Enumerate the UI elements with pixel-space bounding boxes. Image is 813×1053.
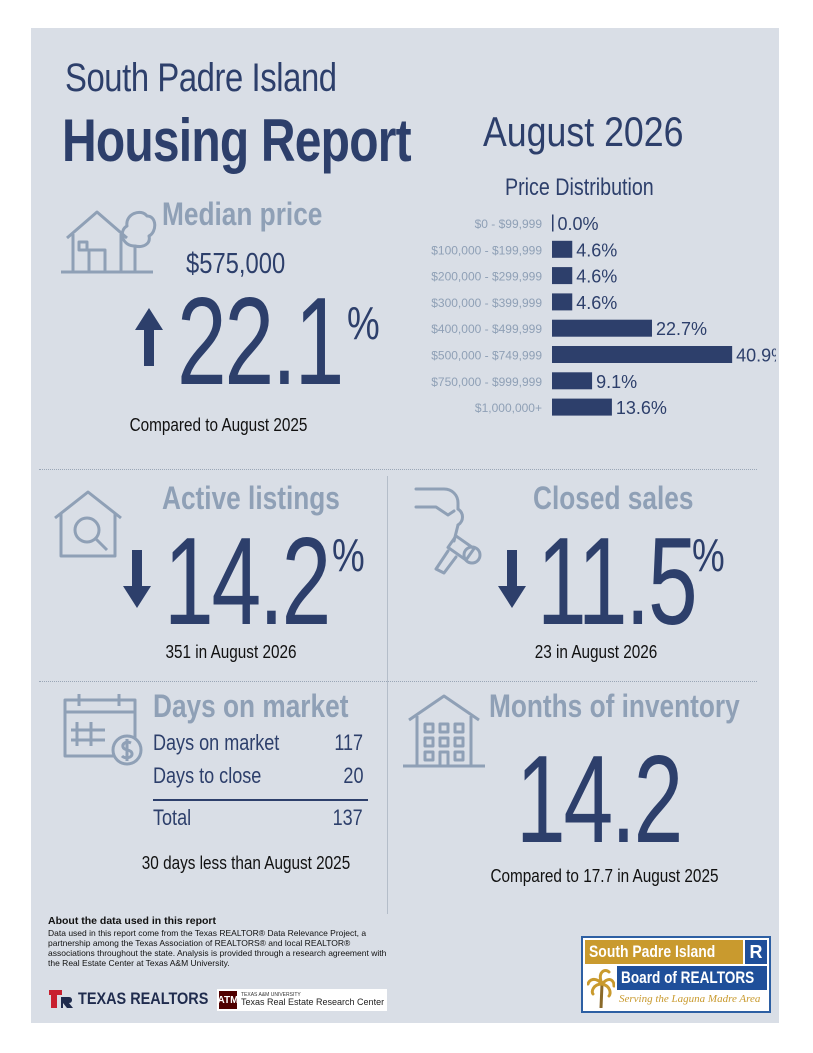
value-label: 9.1% — [596, 372, 637, 392]
divider-vertical — [387, 476, 388, 914]
texas-realtors-mark-icon — [49, 990, 73, 1008]
value-label: 4.6% — [576, 240, 617, 260]
value-label: 0.0% — [558, 214, 599, 234]
realtor-r-icon: R — [745, 940, 767, 964]
dom-total-row: Total 137 — [153, 805, 363, 831]
active-listings-change: 14.2 — [164, 513, 331, 651]
dom-row-value: 20 — [342, 763, 363, 788]
median-price-percent: % — [347, 297, 380, 349]
category-label: $200,000 - $299,999 — [431, 270, 542, 284]
dom-row-label: Days to close — [153, 763, 262, 788]
closed-sales-change: 11.5 — [537, 513, 698, 651]
category-label: $500,000 - $749,999 — [431, 349, 542, 363]
tamu-text: TEXAS A&M UNIVERSITY Texas Real Estate R… — [241, 993, 384, 1007]
bar — [552, 346, 733, 363]
closed-sales-percent: % — [692, 529, 725, 581]
closed-sales-caption: 23 in August 2026 — [534, 642, 658, 662]
value-label: 13.6% — [616, 398, 667, 418]
bar — [552, 293, 573, 311]
dom-row: Days to close 20 — [153, 763, 363, 789]
category-label: $750,000 - $999,999 — [431, 375, 542, 389]
category-label: $0 - $99,999 — [475, 217, 543, 231]
texas-realtors-logo: TEXAS REALTORS — [48, 989, 231, 1009]
price-distribution-chart: $0 - $99,999 0.0% $100,000 - $199,999 4.6% $… — [431, 214, 776, 418]
median-price-change: 22.1 — [177, 273, 344, 411]
tamu-logo: ATM TEXAS A&M UNIVERSITY Texas Real Esta… — [217, 989, 387, 1011]
closed-sales-heading: Closed sales — [533, 480, 694, 516]
home-search-icon — [54, 490, 122, 558]
dom-total-label: Total — [153, 805, 192, 830]
days-on-market-caption: 30 days less than August 2025 — [141, 853, 351, 873]
report-panel: South Padre Island Housing Report August… — [31, 28, 779, 1023]
category-label: $400,000 - $499,999 — [431, 322, 542, 336]
house-tree-icon — [61, 210, 157, 274]
board-line1: South Padre Island — [585, 940, 743, 964]
active-listings-caption: 351 in August 2026 — [165, 642, 297, 662]
palm-tree-icon — [587, 969, 615, 1009]
active-listings-heading: Active listings — [162, 480, 340, 516]
days-on-market-heading: Days on market — [153, 688, 349, 724]
tamu-mark-icon: ATM — [218, 991, 238, 1009]
category-label: $300,000 - $399,999 — [431, 296, 542, 310]
median-price-caption: Compared to August 2025 — [129, 415, 308, 435]
divider-lower — [39, 681, 757, 682]
texas-realtors-text: TEXAS REALTORS — [78, 989, 209, 1008]
median-price-value: $575,000 — [186, 248, 286, 280]
location-title: South Padre Island — [65, 56, 337, 100]
report-title: Housing Report — [62, 107, 412, 174]
value-label: 40.9% — [736, 346, 776, 366]
dom-total-value: 137 — [332, 805, 363, 830]
months-inventory-caption: Compared to 17.7 in August 2025 — [490, 866, 719, 886]
dom-total-rule — [153, 799, 368, 801]
arrow-down-icon — [498, 550, 526, 608]
value-label: 4.6% — [576, 267, 617, 287]
bar — [552, 214, 554, 232]
bar — [552, 372, 593, 390]
apartment-building-icon — [403, 694, 485, 768]
board-tagline: Serving the Laguna Madre Area — [619, 993, 761, 1005]
value-label: 4.6% — [576, 293, 617, 313]
report-period: August 2026 — [483, 108, 684, 155]
board-line2: Board of REALTORS — [617, 966, 767, 990]
board-of-realtors-logo: South Padre Island R Board of REALTORS S… — [581, 936, 771, 1013]
active-listings-percent: % — [332, 529, 365, 581]
hand-key-icon — [414, 487, 482, 575]
calendar-money-icon — [63, 694, 143, 766]
category-label: $1,000,000+ — [475, 401, 542, 415]
median-price-heading: Median price — [162, 196, 323, 232]
months-inventory-heading: Months of inventory — [489, 688, 740, 724]
tamu-name: Texas Real Estate Research Center — [241, 997, 385, 1007]
dom-row-label: Days on market — [153, 730, 280, 755]
divider-upper — [39, 469, 757, 470]
about-text: Data used in this report come from the T… — [48, 928, 387, 968]
category-label: $100,000 - $199,999 — [431, 243, 542, 257]
months-inventory-value: 14.2 — [516, 731, 683, 869]
about-heading: About the data used in this report — [48, 915, 217, 927]
dom-row: Days on market 117 — [153, 730, 363, 756]
arrow-up-icon — [135, 308, 163, 366]
chart-title: Price Distribution — [505, 174, 654, 201]
bar — [552, 319, 652, 337]
bar — [552, 267, 573, 285]
arrow-down-icon — [123, 550, 151, 608]
value-label: 22.7% — [656, 319, 707, 339]
bar — [552, 398, 612, 416]
bar — [552, 240, 573, 258]
dom-row-value: 117 — [334, 730, 363, 755]
tamu-small: TEXAS A&M UNIVERSITY — [241, 992, 301, 998]
